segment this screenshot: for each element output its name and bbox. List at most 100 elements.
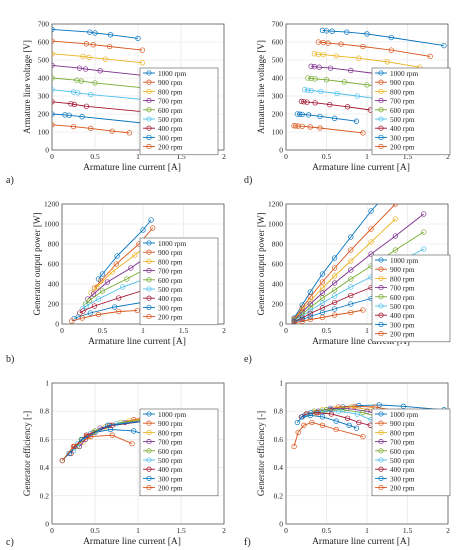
data-point bbox=[323, 28, 330, 34]
data-point bbox=[52, 111, 55, 117]
y-tick-label: 500 bbox=[272, 56, 284, 65]
x-tick-label: 1.5 bbox=[176, 152, 186, 161]
data-point bbox=[327, 101, 333, 108]
legend-entry: 900 rpm bbox=[158, 248, 183, 257]
legend-marker bbox=[146, 134, 152, 140]
data-point bbox=[105, 422, 111, 428]
data-point bbox=[139, 60, 145, 66]
data-point bbox=[99, 288, 106, 294]
legend-entry: 800 rpm bbox=[158, 87, 183, 96]
y-tick-label: 0.6 bbox=[274, 435, 284, 444]
data-point bbox=[76, 65, 83, 71]
data-point bbox=[135, 35, 141, 42]
y-axis-label: Generator efficiency [-] bbox=[256, 411, 266, 496]
data-point bbox=[307, 316, 313, 323]
data-point bbox=[353, 425, 360, 431]
legend-marker bbox=[146, 125, 152, 131]
legend-entry: 400 rpm bbox=[390, 124, 415, 133]
series-line bbox=[296, 414, 357, 429]
data-point bbox=[319, 295, 326, 301]
data-point bbox=[88, 125, 94, 132]
data-point bbox=[295, 429, 301, 436]
legend-marker bbox=[378, 485, 384, 491]
panel-label: b) bbox=[6, 354, 14, 365]
data-point bbox=[384, 59, 390, 65]
data-point bbox=[87, 29, 93, 35]
series-line bbox=[52, 124, 130, 134]
data-point bbox=[301, 87, 308, 93]
data-point bbox=[348, 284, 354, 290]
x-axis-label: Armature line current [A] bbox=[83, 163, 181, 173]
data-point bbox=[299, 414, 305, 420]
y-tick-label: 0 bbox=[45, 146, 49, 155]
data-point bbox=[331, 299, 338, 306]
x-tick-label: 2 bbox=[446, 152, 450, 161]
data-point bbox=[132, 252, 138, 258]
x-axis-label: Armature line current [A] bbox=[312, 163, 410, 173]
chart-panel-4: 0 0.5 1 1.5 2 0 0.2 0.4 0.6 0.8 1 Armature line cur… bbox=[6, 379, 226, 549]
data-point bbox=[52, 99, 55, 105]
legend-marker bbox=[378, 285, 384, 291]
x-tick-label: 0.5 bbox=[322, 152, 332, 161]
y-tick-label: 200 bbox=[272, 300, 284, 309]
legend-entry: 500 rpm bbox=[390, 456, 415, 465]
data-point bbox=[353, 118, 360, 124]
data-point bbox=[356, 419, 362, 426]
x-axis-label: Armature line current [A] bbox=[83, 537, 181, 547]
legend-marker bbox=[378, 312, 384, 318]
legend-entry: 200 rpm bbox=[158, 143, 183, 152]
y-tick-label: 0.8 bbox=[40, 407, 50, 416]
legend-entry: 200 rpm bbox=[158, 313, 183, 322]
data-point bbox=[331, 287, 338, 293]
data-point bbox=[354, 93, 360, 99]
y-axis-label: Generator output power [W] bbox=[256, 213, 266, 316]
chart-panel-2: 0 0.5 1 1.5 2 0 200 400 600 800 1000 1200 Armature l… bbox=[6, 200, 226, 366]
series-line bbox=[74, 300, 152, 319]
series-line bbox=[85, 265, 152, 305]
data-point bbox=[333, 418, 339, 424]
y-tick-label: 200 bbox=[272, 110, 284, 119]
data-point bbox=[308, 75, 314, 82]
data-point bbox=[78, 78, 84, 84]
data-point bbox=[392, 204, 398, 207]
series-group bbox=[291, 27, 447, 136]
data-point bbox=[305, 75, 311, 81]
data-point bbox=[79, 315, 85, 321]
legend-entry: 600 rpm bbox=[390, 106, 415, 115]
legend-marker bbox=[146, 249, 152, 255]
data-point bbox=[360, 130, 366, 136]
y-tick-label: 1000 bbox=[44, 220, 59, 229]
data-point bbox=[88, 91, 94, 98]
data-point bbox=[71, 101, 78, 108]
y-tick-label: 100 bbox=[38, 128, 50, 137]
legend-marker bbox=[146, 277, 152, 283]
data-point bbox=[319, 27, 326, 33]
data-point bbox=[348, 309, 354, 316]
data-point bbox=[128, 265, 134, 271]
data-point bbox=[97, 68, 103, 74]
legend-marker bbox=[378, 98, 384, 104]
data-point bbox=[83, 303, 89, 309]
y-tick-label: 0 bbox=[279, 520, 283, 529]
data-point bbox=[316, 64, 322, 70]
series-line bbox=[293, 218, 396, 320]
data-point bbox=[331, 312, 338, 318]
data-point bbox=[79, 114, 85, 120]
legend-entry: 900 rpm bbox=[158, 419, 183, 428]
data-point bbox=[427, 53, 433, 60]
data-point bbox=[86, 54, 92, 60]
y-tick-label: 0 bbox=[279, 146, 283, 155]
data-point bbox=[400, 403, 407, 409]
y-tick-label: 700 bbox=[38, 20, 50, 29]
legend-entry: 1000 rpm bbox=[158, 239, 186, 248]
data-point bbox=[52, 62, 55, 69]
legend-marker bbox=[146, 466, 152, 472]
data-point bbox=[140, 227, 146, 233]
data-point bbox=[90, 42, 96, 48]
x-tick-label: 0.5 bbox=[98, 326, 108, 335]
data-point bbox=[291, 320, 297, 324]
data-point bbox=[69, 318, 75, 324]
data-point bbox=[109, 432, 115, 438]
data-point bbox=[344, 104, 351, 110]
